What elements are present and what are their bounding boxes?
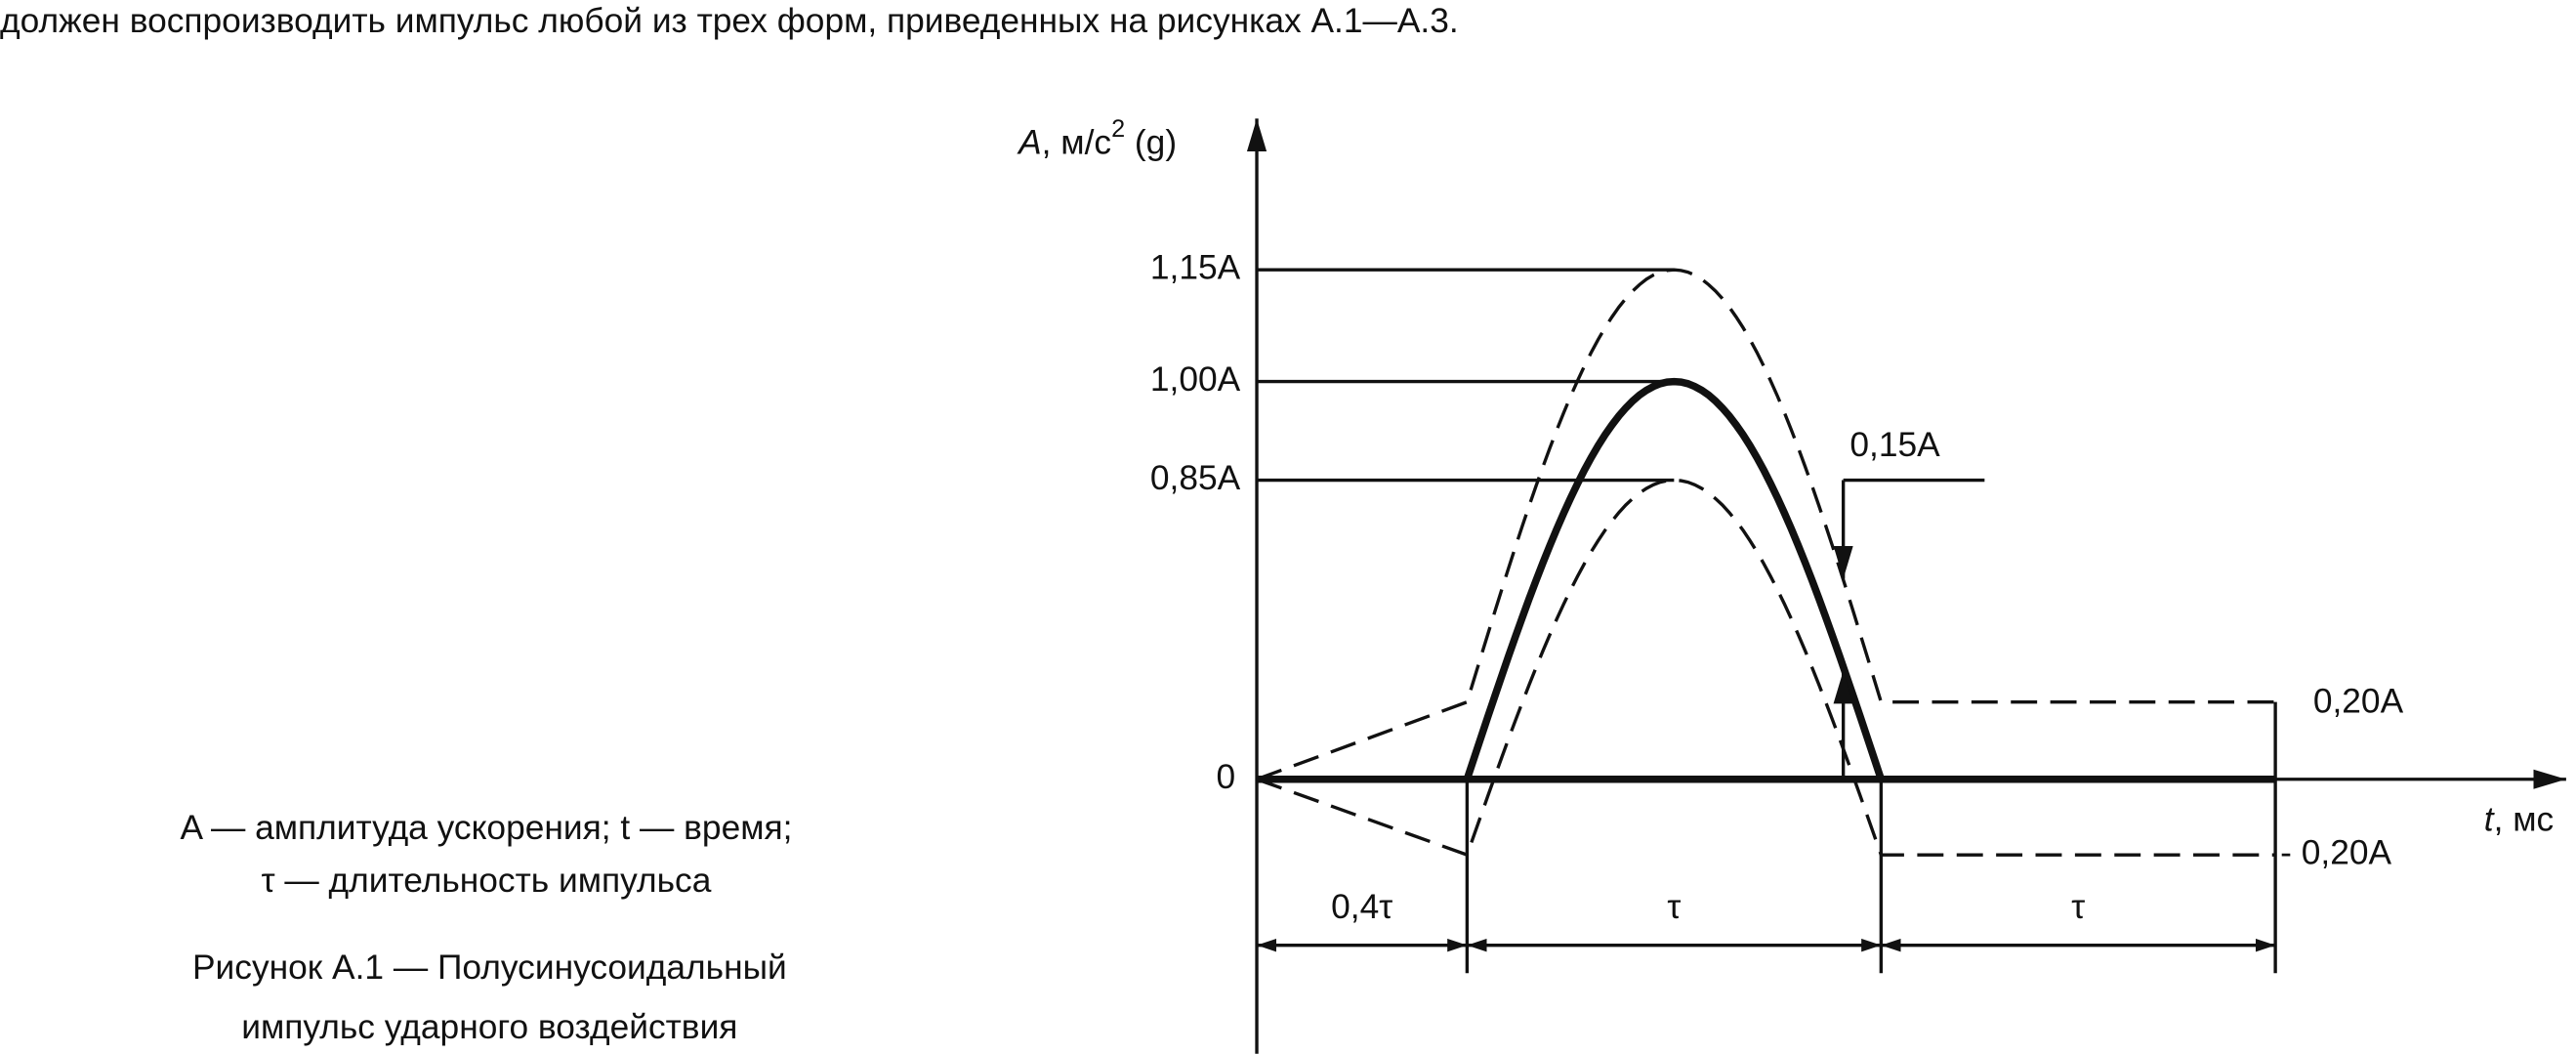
- level-label: 0: [1217, 758, 1236, 796]
- duration-label: τ: [2071, 888, 2085, 926]
- caption-line: импульс ударного воздействия: [241, 1008, 737, 1046]
- tolerance-label: 0,15A: [1849, 426, 1940, 464]
- x-axis-label: t, мс: [2484, 801, 2554, 839]
- limit-label: - 0,20A: [2280, 833, 2391, 871]
- upper-tolerance: [1256, 268, 2276, 781]
- legend-line: τ — длительность импульса: [262, 862, 712, 900]
- duration-label: 0,4τ: [1331, 888, 1392, 926]
- legend-line: A — амплитуда ускорения; t — время;: [181, 809, 793, 847]
- caption-line: Рисунок А.1 — Полусинусоидальный: [192, 949, 787, 987]
- duration-label: τ: [1667, 888, 1681, 926]
- intro-text: должен воспроизводить импульс любой из т…: [0, 2, 1459, 40]
- limit-label: 0,20A: [2313, 683, 2404, 721]
- level-label: 1,00A: [1150, 360, 1241, 399]
- level-label: 0,85A: [1150, 459, 1241, 497]
- nominal-pulse: [1463, 377, 1885, 780]
- y-axis-label: A, м/с2 (g): [1017, 115, 1177, 162]
- lower-tolerance: [1256, 478, 2276, 858]
- level-label: 1,15A: [1150, 249, 1241, 287]
